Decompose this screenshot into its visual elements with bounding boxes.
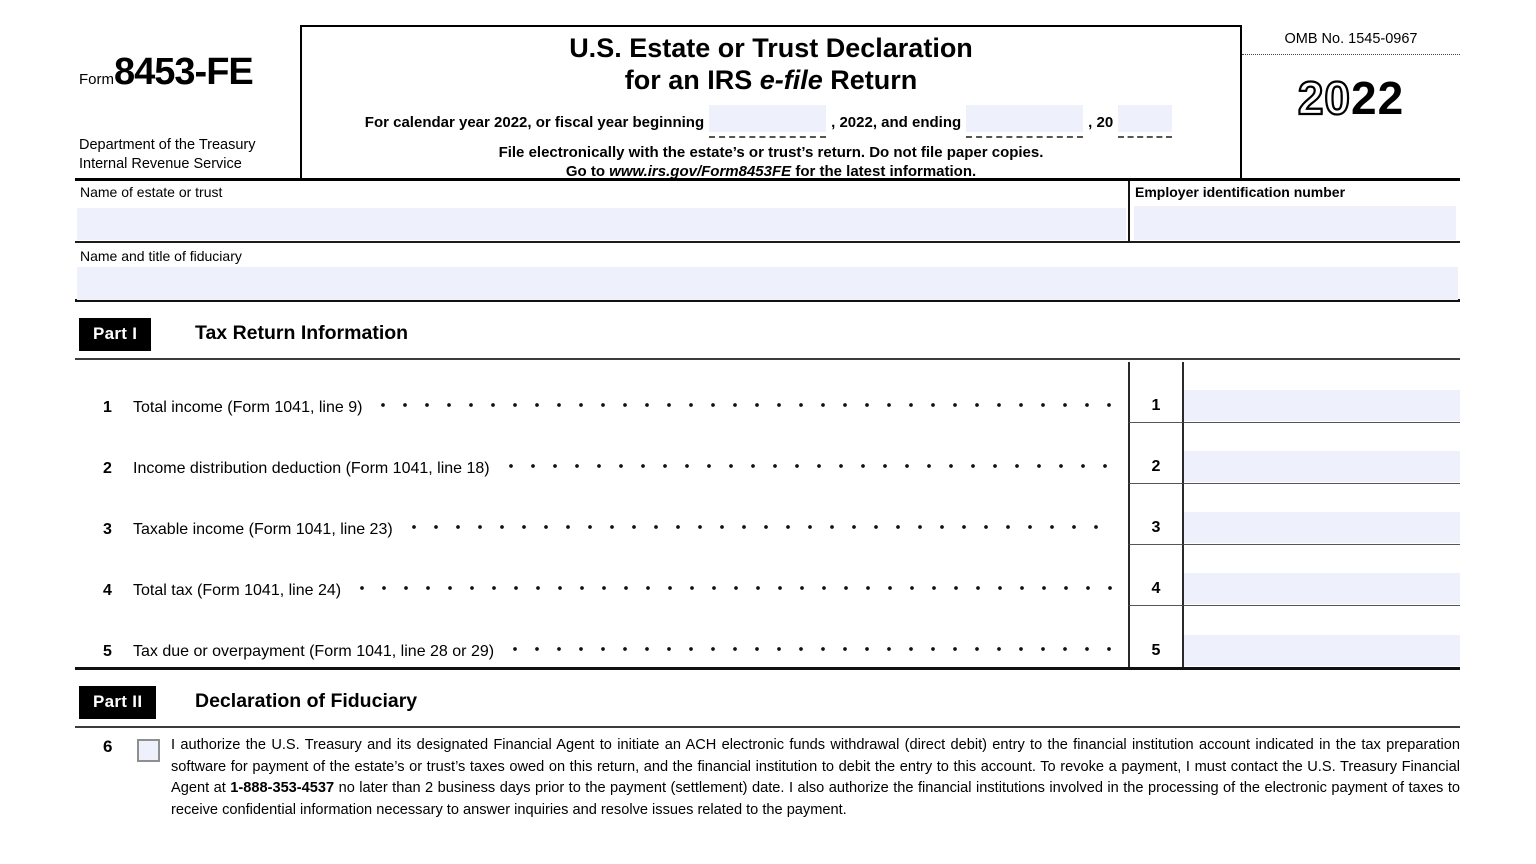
table-row: 1 Total income (Form 1041, line 9) 1 — [75, 362, 1460, 423]
line4-label: Total tax (Form 1041, line 24) — [133, 582, 342, 599]
header-bottom-rule — [75, 178, 1460, 181]
form-id-block: Form 8453-FE Department of the Treasury … — [75, 25, 298, 178]
omb-year-block: OMB No. 1545-0967 2022 — [1242, 25, 1460, 178]
line2-amount-cell — [1184, 423, 1460, 484]
part1-title: Tax Return Information — [195, 322, 409, 344]
line2-label: Income distribution deduction (Form 1041… — [133, 460, 490, 477]
line1-amount-input[interactable] — [1184, 390, 1460, 421]
part2-heading: Part II Declaration of Fiduciary — [75, 684, 1460, 728]
line5-label-cell: 5 Tax due or overpayment (Form 1041, lin… — [75, 606, 1128, 667]
form-id: Form 8453-FE — [79, 51, 254, 94]
line2-amount-input[interactable] — [1184, 451, 1460, 482]
efile-word: e-file — [759, 65, 823, 95]
part1-badge: Part I — [79, 318, 152, 351]
line1-amount-cell — [1184, 362, 1460, 423]
part1-table: 1 Total income (Form 1041, line 9) 1 2 I… — [75, 362, 1460, 670]
dot-leader — [372, 402, 1114, 408]
agency-block: Department of the Treasury Internal Reve… — [79, 136, 256, 174]
line5-box-number: 5 — [1128, 606, 1184, 667]
line5-amount-cell — [1184, 606, 1460, 667]
line3-number: 3 — [103, 521, 112, 538]
line2-label-cell: 2 Income distribution deduction (Form 10… — [75, 423, 1128, 484]
line3-amount-input[interactable] — [1184, 512, 1460, 543]
ein-divider — [1128, 181, 1130, 241]
form-word: Form — [79, 71, 114, 88]
fiduciary-input[interactable] — [77, 267, 1458, 300]
form-title-line2: for an IRS e-file Return — [624, 65, 918, 95]
dot-leader — [504, 646, 1114, 652]
name-of-estate-input[interactable] — [77, 208, 1126, 240]
line3-box-number: 3 — [1128, 484, 1184, 545]
line5-number: 5 — [103, 643, 112, 660]
agency-line-2: Internal Revenue Service — [79, 156, 242, 172]
fiscal-year-suffix-input[interactable] — [1118, 105, 1173, 138]
table-row: 2 Income distribution deduction (Form 10… — [75, 423, 1460, 484]
declaration-row: 6 I authorize the U.S. Treasury and its … — [75, 735, 1460, 821]
line4-label-cell: 4 Total tax (Form 1041, line 24) — [75, 545, 1128, 606]
ein-input[interactable] — [1134, 206, 1456, 240]
header-divider-right — [1240, 25, 1242, 178]
line3-label-cell: 3 Taxable income (Form 1041, line 23) — [75, 484, 1128, 545]
part2-title: Declaration of Fiduciary — [195, 690, 418, 712]
form-title-line1: U.S. Estate or Trust Declaration — [569, 33, 973, 63]
line3-label: Taxable income (Form 1041, line 23) — [133, 521, 393, 538]
table-row: 3 Taxable income (Form 1041, line 23) 3 — [75, 484, 1460, 545]
line2-box-number: 2 — [1128, 423, 1184, 484]
ach-authorization-checkbox[interactable] — [137, 739, 160, 762]
file-electronically-instruction: File electronically with the estate’s or… — [498, 144, 1044, 161]
tax-year-bold-digits: 22 — [1351, 72, 1405, 124]
part1-heading: Part I Tax Return Information — [75, 316, 1460, 360]
fiduciary-label: Name and title of fiduciary — [80, 248, 242, 264]
goto-instruction: Go to www.irs.gov/Form8453FE for the lat… — [565, 163, 977, 180]
name-and-ein-row: Name of estate or trust Employer identif… — [75, 181, 1460, 243]
fiscal-year-ending-input[interactable] — [966, 105, 1084, 138]
dot-leader — [499, 463, 1114, 469]
part2-badge: Part II — [79, 686, 157, 719]
fiduciary-row: Name and title of fiduciary — [75, 245, 1460, 302]
fiscal-year-line: For calendar year 2022, or fiscal year b… — [302, 105, 1240, 138]
line4-number: 4 — [103, 582, 112, 599]
line1-label: Total income (Form 1041, line 9) — [133, 399, 363, 416]
tax-year: 2022 — [1242, 71, 1460, 125]
irs-url: www.irs.gov/Form8453FE — [609, 163, 792, 180]
header-divider-left — [300, 25, 302, 178]
omb-number: OMB No. 1545-0967 — [1242, 25, 1460, 55]
line4-amount-input[interactable] — [1184, 573, 1460, 604]
line4-amount-cell — [1184, 545, 1460, 606]
line1-box-number: 1 — [1128, 362, 1184, 423]
line3-amount-cell — [1184, 484, 1460, 545]
line6-number: 6 — [103, 737, 113, 756]
line5-amount-input[interactable] — [1184, 635, 1460, 666]
ein-label: Employer identification number — [1135, 184, 1346, 200]
table-row: 4 Total tax (Form 1041, line 24) 4 — [75, 545, 1460, 606]
tax-year-outline-digits: 20 — [1297, 71, 1351, 125]
line5-label: Tax due or overpayment (Form 1041, line … — [133, 643, 495, 660]
ein-cell: Employer identification number — [1130, 181, 1460, 241]
fiscal-year-begin-input[interactable] — [709, 105, 827, 138]
line2-number: 2 — [103, 460, 112, 477]
table-row: 5 Tax due or overpayment (Form 1041, lin… — [75, 606, 1460, 667]
dot-leader — [402, 524, 1114, 530]
line1-label-cell: 1 Total income (Form 1041, line 9) — [75, 362, 1128, 423]
line1-number: 1 — [103, 399, 112, 416]
treasury-agent-phone: 1-888-353-4537 — [230, 780, 335, 797]
line4-box-number: 4 — [1128, 545, 1184, 606]
header-title-block: U.S. Estate or Trust Declaration for an … — [302, 25, 1240, 180]
name-of-estate-label: Name of estate or trust — [80, 184, 223, 200]
form-number: 8453-FE — [114, 51, 254, 93]
form-title: U.S. Estate or Trust Declaration for an … — [302, 32, 1240, 96]
declaration-text: I authorize the U.S. Treasury and its de… — [171, 737, 1460, 818]
agency-line-1: Department of the Treasury — [79, 137, 256, 153]
dot-leader — [351, 585, 1114, 591]
